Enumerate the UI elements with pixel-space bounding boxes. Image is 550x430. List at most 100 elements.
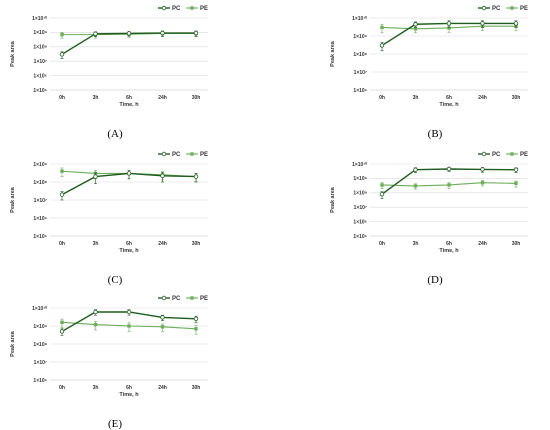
point-pc-b-4: [513, 21, 519, 26]
x-tick-label-a-2: 6h: [126, 95, 132, 101]
chart-panel-e: 1×10⁶ 1×10⁷ 1×10⁸ 1×10⁹ 1×10¹⁰ 0h 3h 6h 24h 30h Ti…: [0, 290, 230, 430]
y-tick-label-c-0: 1×10⁵: [33, 234, 47, 240]
x-tick-label-b-1: 3h: [413, 95, 419, 101]
x-tick-label-e-3: 24h: [158, 385, 167, 391]
point-pe-b-1: [413, 27, 418, 31]
point-pc-d-1: [413, 167, 418, 172]
point-pc-c-2: [126, 171, 132, 176]
point-pc-b-2: [446, 21, 452, 26]
point-pc-e-1: [93, 309, 98, 315]
chart-e-svg: 1×10⁶ 1×10⁷ 1×10⁸ 1×10⁹ 1×10¹⁰ 0h 3h 6h 24h 30h Ti…: [10, 295, 208, 398]
panel-label-e: (E): [107, 418, 123, 430]
chart-panel-a: 1×10⁵ 1×10⁶ 1×10⁷ 1×10⁸ 1×10⁹ 1×10¹⁰ 0h 3h 6h 24h…: [0, 0, 230, 140]
legend-marker-pc-e: [161, 295, 167, 301]
x-tick-label-a-1: 3h: [93, 95, 99, 101]
chart-c-svg: 1×10⁵ 1×10⁶ 1×10⁷ 1×10⁸ 1×10⁹ 0h 3h 6h 24h 30h Tim…: [10, 151, 208, 254]
x-tick-label-d-3: 24h: [478, 241, 487, 247]
point-pe-a-0: [60, 32, 64, 37]
x-tick-label-c-1: 3h: [93, 241, 99, 247]
point-pe-e-4: [194, 327, 198, 331]
legend-label-pc-a: PC: [172, 6, 181, 12]
y-tick-label-a-0: 1×10⁵: [33, 88, 47, 94]
y-tick-label-a-4: 1×10⁹: [33, 30, 47, 36]
x-tick-label-b-4: 30h: [512, 95, 521, 101]
y-tick-label-b-3: 1×10⁹: [353, 34, 367, 40]
x-tick-label-b-2: 6h: [446, 95, 452, 101]
legend-label-pe-c: PE: [200, 152, 208, 158]
legend-label-pc-b: PC: [492, 6, 501, 12]
y-tick-label-c-2: 1×10⁷: [34, 198, 47, 204]
chart-a-svg: 1×10⁵ 1×10⁶ 1×10⁷ 1×10⁸ 1×10⁹ 1×10¹⁰ 0h 3h 6h 24h…: [10, 5, 208, 108]
y-tick-label-d-1: 1×10⁶: [353, 219, 367, 225]
x-axis-title-a: Time, h: [119, 102, 139, 108]
y-tick-label-d-2: 1×10⁷: [354, 205, 367, 211]
x-tick-label-b-3: 24h: [478, 95, 487, 101]
y-tick-label-b-1: 1×10⁷: [354, 70, 367, 76]
point-pc-c-3: [160, 173, 165, 179]
panel-label-b: (B): [427, 128, 443, 140]
point-pe-d-0: [380, 183, 384, 187]
point-pc-a-0: [59, 52, 65, 57]
x-tick-label-e-1: 3h: [93, 385, 99, 391]
point-pc-a-4: [193, 30, 199, 36]
point-pc-a-2: [126, 31, 132, 36]
x-tick-label-d-1: 3h: [413, 241, 419, 247]
y-tick-label-a-2: 1×10⁷: [34, 59, 47, 65]
chart-d-svg: 1×10⁵ 1×10⁶ 1×10⁷ 1×10⁸ 1×10⁹ 1×10¹⁰ 0h 3h 6h 24h…: [330, 151, 528, 254]
x-axis-title-e: Time, h: [119, 392, 139, 398]
x-tick-label-b-0: 0h: [379, 95, 385, 101]
chart-panel-c: 1×10⁵ 1×10⁶ 1×10⁷ 1×10⁸ 1×10⁹ 0h 3h 6h 24h 30h Tim…: [0, 146, 230, 286]
y-tick-label-b-2: 1×10⁸: [353, 52, 367, 58]
y-tick-label-a-3: 1×10⁸: [33, 45, 47, 51]
point-pc-e-4: [193, 316, 199, 322]
point-pc-d-2: [446, 166, 452, 172]
legend-marker-pe-d: [510, 152, 514, 156]
x-axis-title-d: Time, h: [439, 248, 459, 254]
y-tick-label-e-3: 1×10⁹: [33, 324, 47, 330]
x-tick-label-c-4: 30h: [192, 241, 201, 247]
y-tick-label-e-0: 1×10⁶: [33, 378, 47, 384]
point-pe-d-1: [413, 184, 418, 188]
y-axis-title-c: Peak area: [10, 186, 16, 213]
y-tick-label-e-2: 1×10⁸: [33, 342, 47, 348]
point-pe-d-4: [514, 181, 518, 186]
point-pe-b-2: [447, 26, 451, 30]
legend-label-pc-c: PC: [172, 152, 181, 158]
point-pc-b-0: [379, 43, 385, 48]
series-line-pc-d: [381, 168, 517, 195]
panel-label-c: (C): [107, 274, 123, 286]
y-tick-label-a-5: 1×10¹⁰: [32, 16, 47, 22]
point-pc-b-1: [413, 22, 418, 27]
y-tick-label-b-0: 1×10⁶: [353, 88, 367, 94]
point-pe-e-1: [93, 322, 98, 327]
point-pc-e-0: [59, 329, 65, 334]
point-pe-e-2: [127, 324, 131, 328]
point-pc-a-3: [160, 30, 165, 36]
y-tick-label-e-4: 1×10¹⁰: [32, 306, 47, 312]
legend-label-pe-e: PE: [200, 296, 208, 302]
legend-marker-pe-a: [190, 6, 194, 10]
chart-panel-d: 1×10⁵ 1×10⁶ 1×10⁷ 1×10⁸ 1×10⁹ 1×10¹⁰ 0h 3h 6h 24h…: [320, 146, 550, 286]
point-pc-c-4: [193, 174, 199, 179]
chart-b-svg: 1×10⁶ 1×10⁷ 1×10⁸ 1×10⁹ 1×10¹⁰ 0h 3h 6h 24h 30h Ti…: [330, 5, 528, 108]
panel-label-a: (A): [107, 128, 123, 140]
x-axis-title-c: Time, h: [119, 248, 139, 254]
legend-marker-pe-e: [190, 296, 194, 300]
y-tick-label-d-5: 1×10¹⁰: [352, 162, 367, 168]
x-tick-label-c-0: 0h: [59, 241, 65, 247]
x-tick-label-e-4: 30h: [192, 385, 201, 391]
y-tick-label-c-1: 1×10⁶: [33, 216, 47, 222]
legend-marker-pe-c: [190, 152, 194, 156]
x-tick-label-a-3: 24h: [158, 95, 167, 101]
point-pe-d-3: [480, 181, 485, 185]
point-pc-c-0: [59, 192, 65, 197]
y-tick-label-d-4: 1×10⁹: [353, 176, 367, 182]
point-pe-c-0: [60, 169, 64, 173]
x-tick-label-e-0: 0h: [59, 385, 65, 391]
y-tick-label-d-0: 1×10⁵: [353, 234, 367, 240]
chart-panel-b: 1×10⁶ 1×10⁷ 1×10⁸ 1×10⁹ 1×10¹⁰ 0h 3h 6h 24h 30h Ti…: [320, 0, 550, 140]
point-pc-a-1: [93, 31, 98, 36]
legend-label-pe-d: PE: [520, 152, 528, 158]
legend-marker-pc-a: [161, 5, 167, 11]
x-tick-label-d-4: 30h: [512, 241, 521, 247]
